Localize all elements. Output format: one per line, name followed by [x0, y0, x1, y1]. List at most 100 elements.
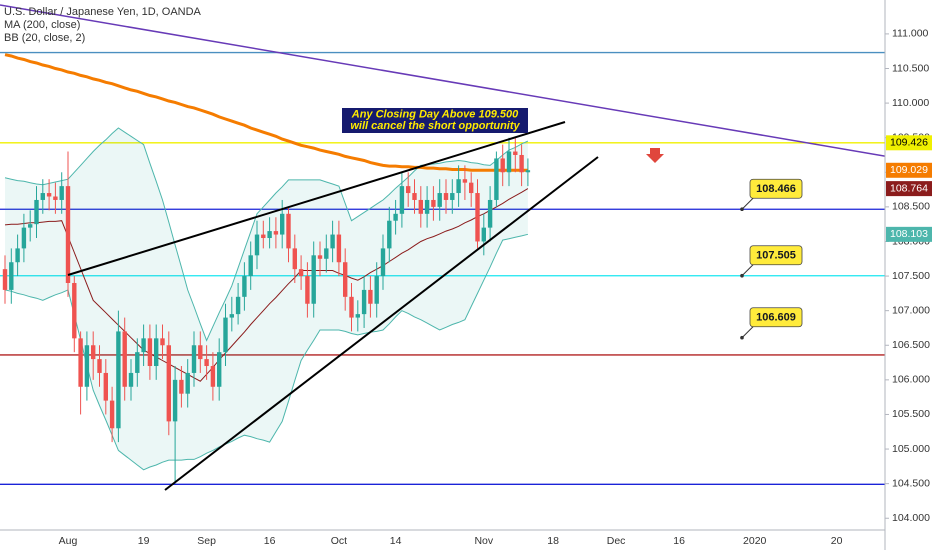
candle-body — [462, 179, 468, 183]
x-tick-label: 16 — [264, 535, 276, 547]
y-tick-label: 107.000 — [892, 304, 930, 316]
y-tick-label: 110.500 — [892, 62, 929, 74]
candle-body — [349, 296, 354, 318]
callout-point — [740, 273, 744, 278]
candle-body — [185, 372, 190, 394]
trendline — [0, 4, 891, 158]
candle-body — [223, 317, 228, 353]
annotation-box — [342, 108, 528, 133]
y-tick-label: 108.500 — [892, 201, 930, 213]
candle-body — [487, 199, 493, 228]
chart-title: U.S. Dollar / Japanese Yen, 1D, OANDA — [4, 6, 202, 18]
candle-body — [28, 224, 33, 228]
candle-body — [34, 199, 39, 225]
candle-body — [431, 199, 436, 207]
callout-label: 106.609 — [756, 312, 796, 324]
candle-body — [368, 289, 373, 304]
price-label: 108.764 — [890, 182, 928, 194]
x-tick-label: 19 — [138, 535, 150, 547]
x-tick-label: 2020 — [743, 535, 767, 547]
candle-body — [361, 289, 367, 315]
callout-label: 107.505 — [756, 250, 796, 262]
candle-body — [437, 193, 442, 207]
candle-body — [135, 352, 140, 373]
callout-point — [740, 207, 744, 212]
candle-body — [418, 199, 423, 214]
candle-body — [292, 248, 297, 270]
candle-body — [343, 262, 348, 297]
candle-body — [261, 234, 266, 239]
candle-body — [481, 227, 486, 242]
candle-body — [147, 338, 153, 367]
candle-body — [210, 366, 216, 387]
candle-body — [355, 314, 360, 318]
candle-body — [198, 345, 203, 360]
price-label-bg — [886, 226, 932, 242]
candle-body — [443, 193, 449, 200]
candle-body — [84, 345, 90, 387]
ma-line — [4, 53, 528, 172]
price-axis — [885, 0, 932, 550]
candle-body — [242, 276, 247, 297]
candle-body — [78, 338, 83, 387]
callout-pointer — [741, 196, 755, 210]
candle-body — [494, 158, 499, 200]
price-label-bg — [886, 135, 932, 151]
callout-point — [740, 335, 744, 340]
x-tick-label: 20 — [831, 535, 843, 547]
candle-body — [336, 234, 342, 263]
candle-body — [475, 193, 480, 242]
candle-body — [59, 186, 64, 200]
candle-body — [500, 158, 505, 173]
candle-body — [172, 379, 178, 422]
candle-body — [229, 314, 234, 318]
annotation-text: Any Closing Day Above 109.500 — [351, 108, 519, 120]
candle-body — [450, 193, 455, 200]
candle-body — [298, 269, 304, 277]
candle-body — [387, 220, 392, 249]
legend-entry: BB (20, close, 2) — [4, 32, 85, 44]
time-axis — [0, 530, 885, 550]
bb-basis — [4, 188, 529, 382]
callout-pointer — [741, 325, 755, 339]
candle-body — [128, 372, 134, 387]
candle-body — [374, 276, 379, 304]
x-tick-label: Aug — [59, 535, 78, 547]
candle-body — [15, 248, 20, 263]
candle-body — [286, 213, 291, 249]
x-tick-label: 14 — [390, 535, 402, 547]
candle-body — [311, 255, 316, 304]
price-label-bg — [886, 162, 932, 178]
candle-body — [166, 345, 171, 422]
callout-label: 108.466 — [756, 183, 796, 195]
indicator-layer — [4, 53, 529, 471]
candle-body — [469, 182, 474, 194]
price-label: 109.029 — [890, 164, 928, 176]
candle-body — [217, 352, 222, 387]
candle-body — [72, 282, 77, 339]
candle-body — [65, 186, 71, 283]
candle-body — [330, 234, 335, 249]
y-tick-label: 105.000 — [892, 443, 930, 455]
candle-body — [9, 262, 14, 290]
annotation-text: will cancel the short opportunity — [350, 120, 520, 132]
y-tick-label: 110.000 — [892, 97, 929, 109]
candle-body — [154, 338, 159, 367]
x-tick-label: Nov — [474, 535, 493, 547]
candle-body — [235, 296, 241, 315]
y-tick-label: 106.000 — [892, 374, 930, 386]
candle-body — [204, 359, 209, 367]
price-label-bg — [886, 181, 932, 197]
wedge-upper — [67, 121, 566, 276]
candle-body — [91, 345, 96, 360]
candle-layer — [2, 137, 531, 484]
candle-body — [305, 276, 310, 304]
candle-body — [280, 213, 285, 235]
candle-body — [267, 231, 272, 239]
candle-body — [406, 186, 411, 194]
candle-body — [273, 231, 279, 235]
candle-body — [141, 338, 146, 353]
candle-body — [21, 227, 27, 249]
